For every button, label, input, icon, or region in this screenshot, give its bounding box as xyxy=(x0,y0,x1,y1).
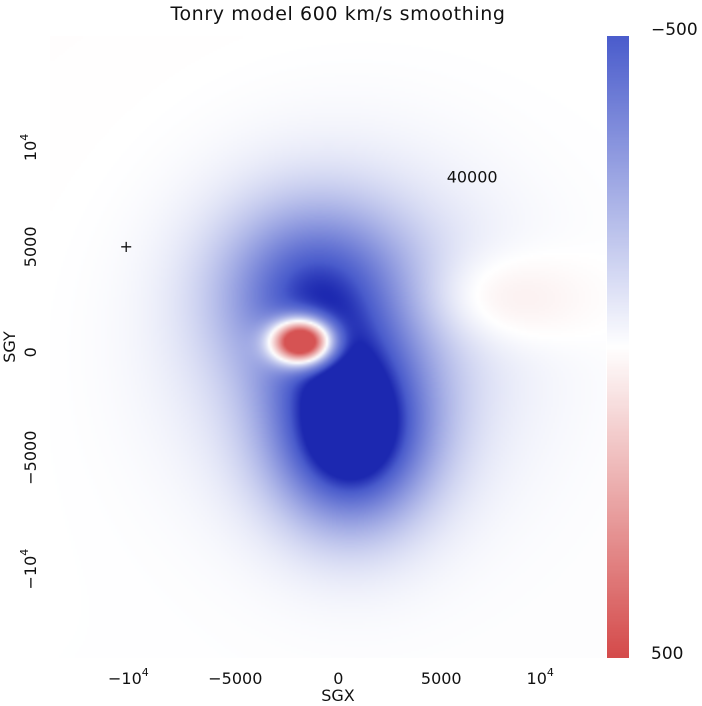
y-tick-label-base: −5000 xyxy=(21,431,40,485)
colorbar-bottom-label: 500 xyxy=(651,644,683,664)
x-tick-label-base: 10 xyxy=(527,669,547,688)
x-tick-label: −5000 xyxy=(208,669,262,688)
y-tick-label: −104 xyxy=(18,549,40,590)
y-tick-label-exp: 4 xyxy=(18,134,31,141)
y-tick-label-base: 5000 xyxy=(21,226,40,267)
x-tick-label-base: −10 xyxy=(108,669,142,688)
x-tick-label-exp: 4 xyxy=(142,666,149,679)
plot-area xyxy=(50,36,606,658)
heatmap-image xyxy=(50,36,606,658)
x-tick-label-base: −5000 xyxy=(208,669,262,688)
y-tick-label: −5000 xyxy=(21,431,40,485)
chart-title: Tonry model 600 km/s smoothing xyxy=(169,3,505,25)
y-tick-label: 104 xyxy=(18,134,40,161)
marker-plus: + xyxy=(119,237,132,256)
y-tick-label-base: 0 xyxy=(21,347,40,357)
x-tick-label: 104 xyxy=(527,666,554,688)
y-tick-label-exp: 4 xyxy=(18,549,31,556)
x-tick-label-exp: 4 xyxy=(547,666,554,679)
x-axis-label: SGX xyxy=(321,686,355,705)
colorbar-top-label: −500 xyxy=(651,20,698,40)
x-tick-label: −104 xyxy=(108,666,149,688)
colorbar-gradient xyxy=(607,36,629,658)
x-tick-label-base: 5000 xyxy=(421,669,462,688)
colorbar: −500 500 xyxy=(607,20,698,664)
y-tick-label: 5000 xyxy=(21,226,40,267)
y-tick-label-base: 10 xyxy=(21,141,40,161)
y-axis-label: SGY xyxy=(0,331,19,363)
annotation-label: 40000 xyxy=(447,167,498,186)
x-tick-label-zero: 0 xyxy=(333,669,343,688)
y-tick-label-base: −10 xyxy=(21,556,40,590)
y-tick-label: 0 xyxy=(21,347,40,357)
x-tick-label: 5000 xyxy=(421,669,462,688)
annotations: 40000 + xyxy=(119,167,497,256)
